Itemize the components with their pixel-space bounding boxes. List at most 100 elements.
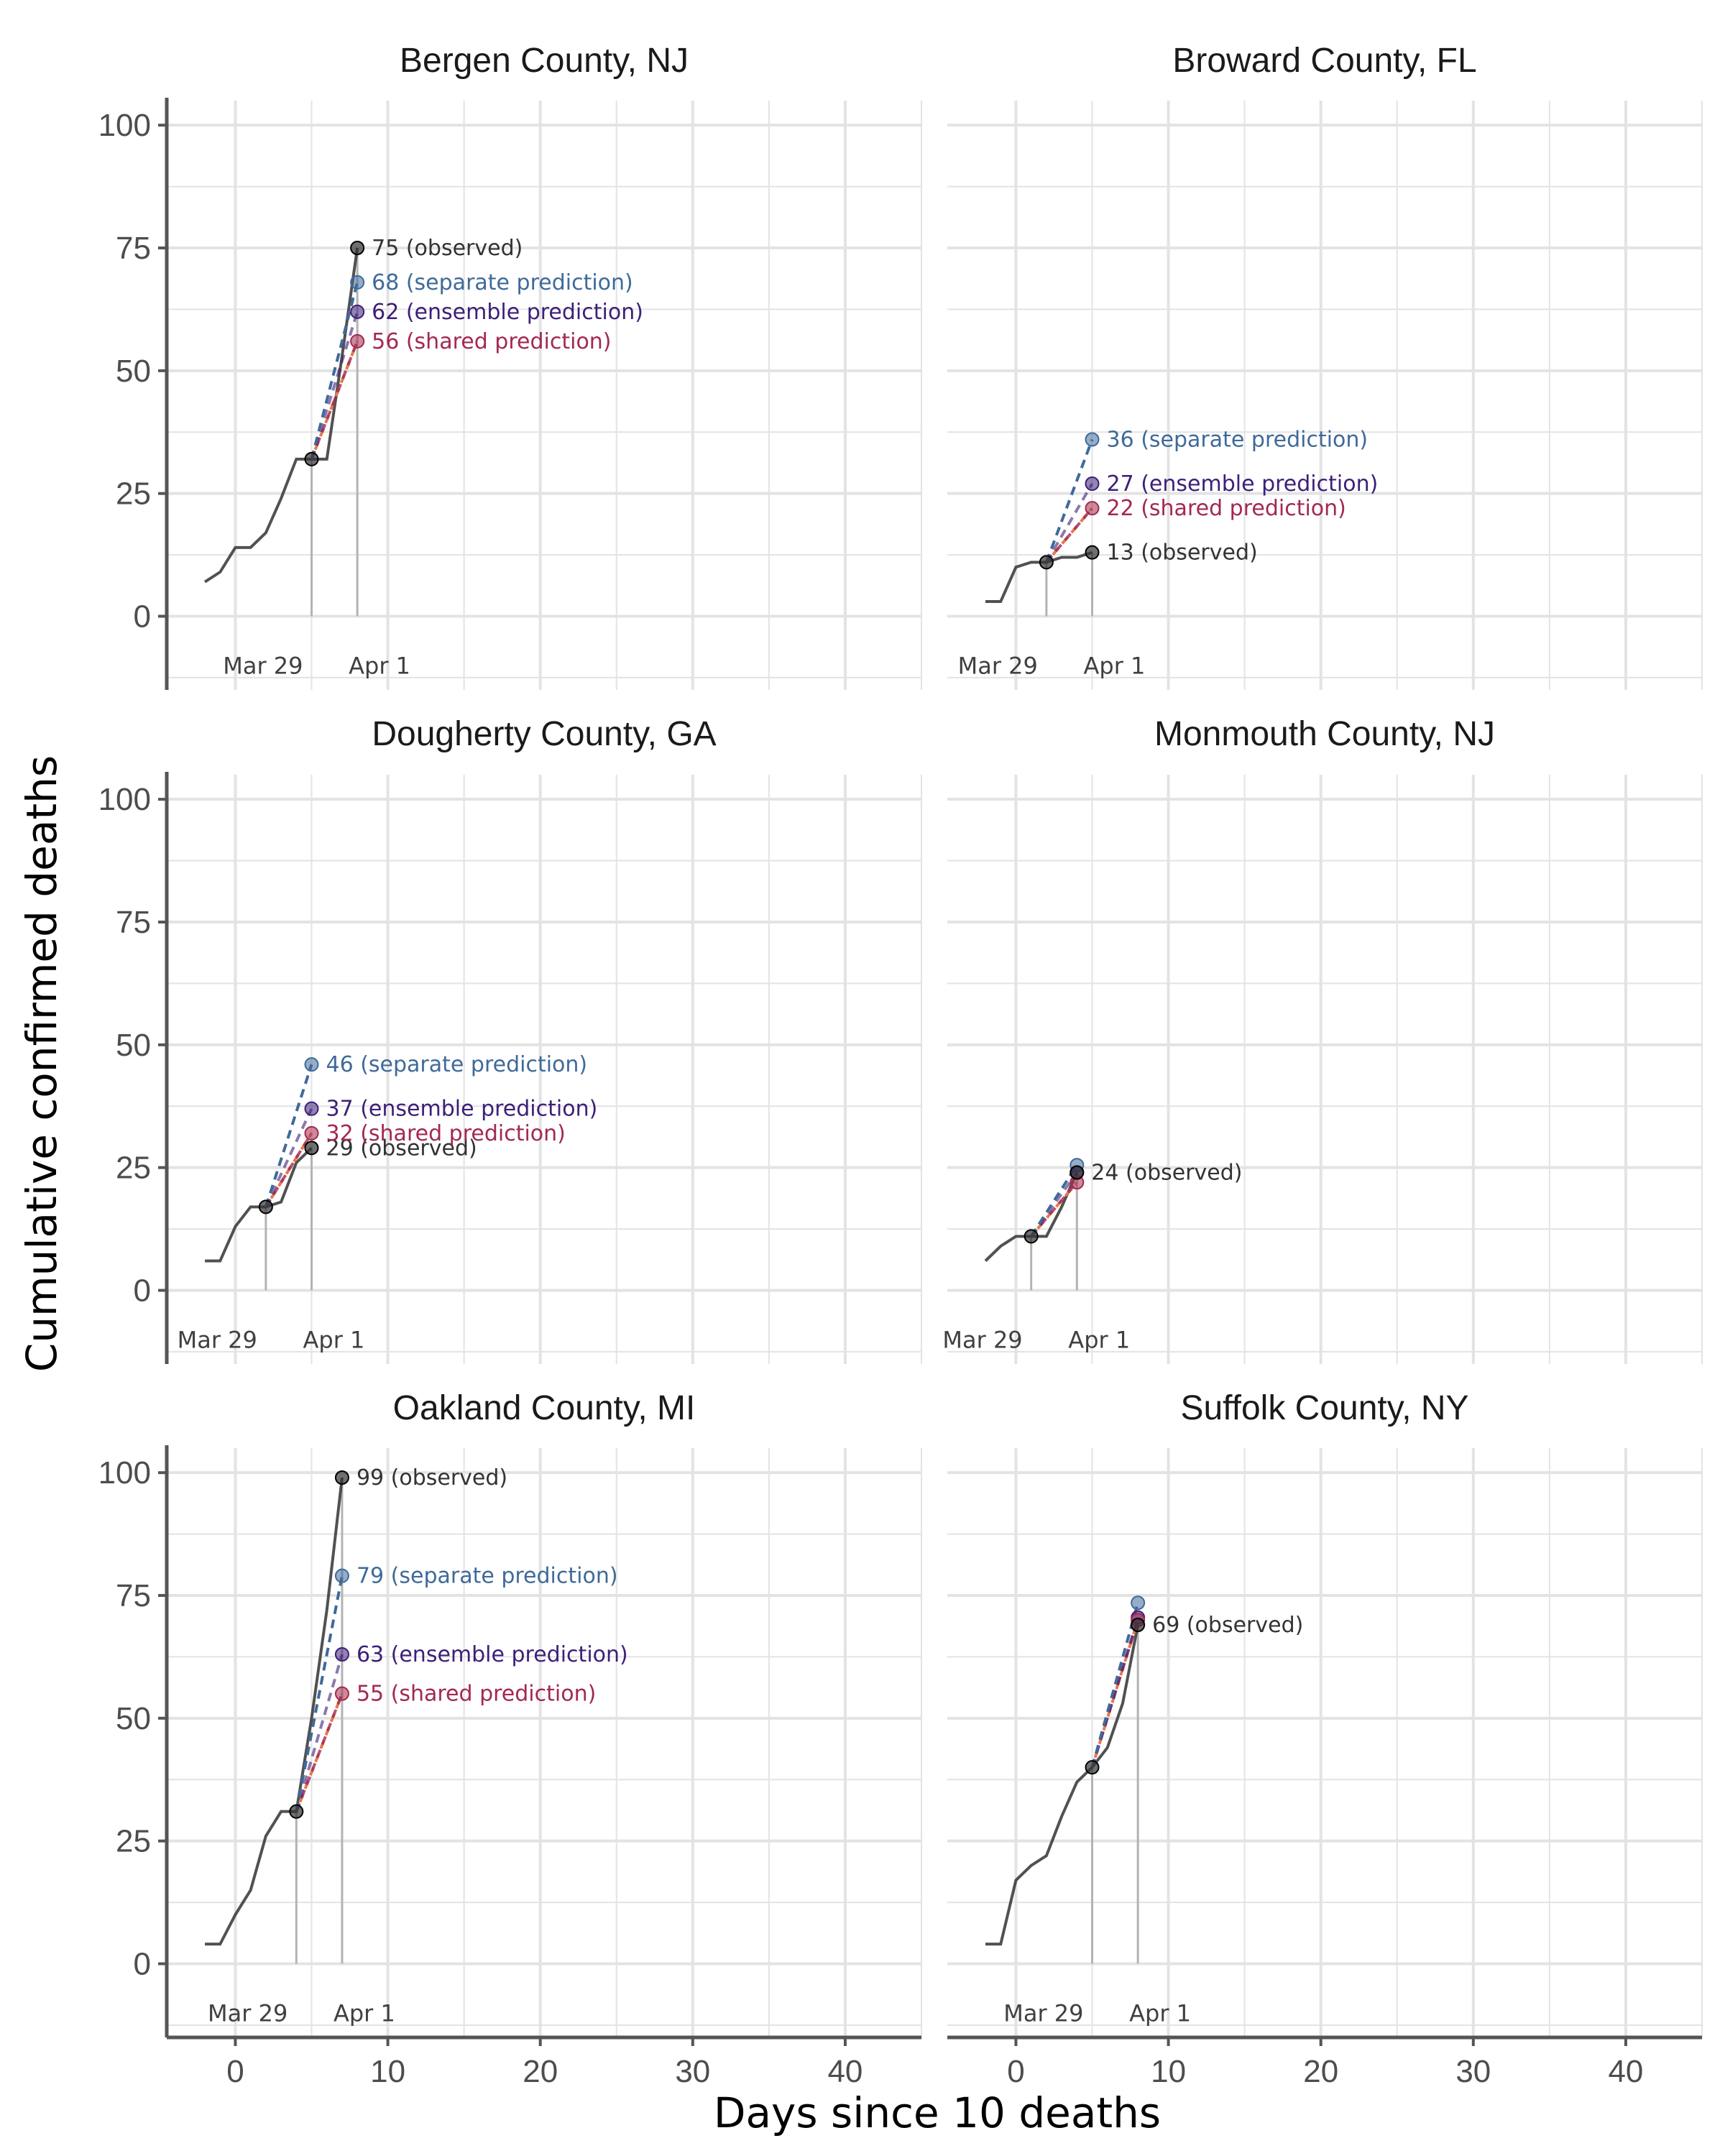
y-tick-label: 25: [116, 476, 151, 512]
separate-point: [334, 1568, 349, 1583]
start-point: [258, 1199, 273, 1215]
observed-line: [203, 247, 359, 584]
separate-prediction-line: [295, 1575, 344, 1812]
ensemble-point: [304, 1101, 319, 1116]
observed-point: [1131, 1618, 1146, 1632]
start-date-label: Mar 29: [208, 2000, 288, 2027]
x-axis-title: Days since 10 deaths: [714, 2088, 1161, 2137]
panel-4: 0 25 50 75 100 0 10 20 30 40 Oakland County, MI 99 …: [98, 1389, 922, 2089]
ensemble-prediction-line: [1045, 482, 1094, 563]
shared-point: [350, 333, 365, 349]
shared-prediction-line: [1090, 1619, 1140, 1768]
observed-point: [334, 1470, 349, 1485]
end-date-label: Apr 1: [1068, 1327, 1130, 1354]
ensemble-label: 63 (ensemble prediction): [356, 1642, 628, 1667]
x-tick-label: 10: [370, 2054, 405, 2089]
observed-point: [1085, 545, 1100, 560]
shared-label: 32 (shared prediction): [326, 1121, 566, 1146]
start-point: [1039, 555, 1054, 570]
y-tick-label: 75: [116, 231, 151, 266]
facet-title: Suffolk County, NY: [1180, 1389, 1468, 1427]
y-tick-label: 75: [116, 905, 151, 940]
ensemble-prediction-line: [1030, 1171, 1078, 1238]
start-point: [1085, 1760, 1100, 1775]
end-date-label: Apr 1: [334, 2000, 395, 2027]
observed-point: [304, 1141, 319, 1156]
observed-label: 69 (observed): [1152, 1613, 1303, 1638]
start-date-label: Mar 29: [1003, 2000, 1083, 2027]
shared-point: [304, 1125, 319, 1141]
y-tick-label: 50: [116, 1028, 151, 1063]
observed-line: [985, 550, 1093, 603]
shared-label: 22 (shared prediction): [1107, 496, 1346, 521]
observed-point: [1070, 1165, 1085, 1180]
ensemble-point: [334, 1647, 349, 1662]
panel-5: 0 10 20 30 40 Suffolk County, NY 69 (observed)…: [947, 1389, 1703, 2089]
x-tick-label: 40: [1608, 2054, 1643, 2089]
start-date-label: Mar 29: [942, 1327, 1022, 1354]
panel-3: Monmouth County, NJ 24 (observed) Mar 29 Ap…: [942, 715, 1703, 1364]
observed-label: 13 (observed): [1107, 540, 1258, 566]
separate-prediction-line: [264, 1064, 313, 1207]
shared-label: 56 (shared prediction): [372, 329, 611, 354]
x-tick-label: 30: [1455, 2054, 1491, 2089]
observed-line: [985, 1624, 1140, 1946]
panel-2: 0 25 50 75 100 Dougherty County, GA 29 (observ…: [98, 715, 922, 1364]
x-tick-label: 20: [1303, 2054, 1338, 2089]
y-axis-title: Cumulative confirmed deaths: [17, 755, 66, 1372]
ensemble-point: [350, 304, 365, 319]
end-date-label: Apr 1: [349, 653, 410, 680]
separate-label: 36 (separate prediction): [1107, 428, 1368, 453]
panel-1: Broward County, FL 13 (observed) 36 (separ…: [947, 42, 1703, 690]
y-tick-label: 100: [98, 1455, 151, 1491]
x-tick-label: 10: [1151, 2054, 1186, 2089]
ensemble-label: 62 (ensemble prediction): [372, 300, 643, 325]
separate-point: [1131, 1595, 1146, 1611]
y-tick-label: 25: [116, 1151, 151, 1186]
start-point: [304, 451, 319, 466]
facet-title: Bergen County, NJ: [400, 42, 689, 80]
observed-label: 29 (observed): [326, 1135, 477, 1161]
y-tick-label: 25: [116, 1824, 151, 1859]
y-tick-label: 0: [134, 599, 151, 635]
ensemble-label: 27 (ensemble prediction): [1107, 471, 1379, 497]
observed-label: 75 (observed): [372, 236, 523, 261]
x-tick-label: 40: [827, 2054, 862, 2089]
end-date-label: Apr 1: [303, 1327, 365, 1354]
shared-point: [1085, 501, 1100, 516]
y-tick-label: 0: [134, 1273, 151, 1309]
shared-prediction-line: [1030, 1181, 1078, 1238]
x-tick-label: 20: [523, 2054, 558, 2089]
observed-point: [350, 241, 365, 255]
facet-title: Dougherty County, GA: [372, 715, 716, 753]
facet-title: Oakland County, MI: [393, 1389, 696, 1427]
ensemble-label: 37 (ensemble prediction): [326, 1097, 598, 1122]
separate-point: [350, 275, 365, 290]
y-tick-label: 100: [98, 782, 151, 817]
shared-point: [334, 1686, 349, 1701]
ensemble-prediction-line: [264, 1107, 313, 1208]
shared-prediction-line: [1045, 507, 1094, 563]
shared-prediction-line: [264, 1132, 313, 1208]
separate-point: [304, 1057, 319, 1072]
x-tick-label: 30: [675, 2054, 710, 2089]
x-tick-label: 0: [226, 2054, 244, 2089]
shared-label: 55 (shared prediction): [356, 1682, 596, 1707]
end-date-label: Apr 1: [1084, 653, 1146, 680]
facet-title: Broward County, FL: [1172, 42, 1476, 80]
end-date-label: Apr 1: [1129, 2000, 1191, 2027]
shared-prediction-line: [295, 1692, 344, 1812]
ensemble-prediction-line: [310, 311, 359, 460]
separate-prediction-line: [1045, 438, 1094, 563]
ensemble-point: [1085, 476, 1100, 491]
y-tick-label: 100: [98, 108, 151, 143]
start-point: [289, 1804, 304, 1819]
facet-title: Monmouth County, NJ: [1154, 715, 1495, 753]
start-point: [1024, 1229, 1039, 1244]
ensemble-prediction-line: [295, 1654, 344, 1812]
observed-line: [205, 1477, 344, 1946]
panel-0: 0 25 50 75 100 Bergen County, NJ 75 (observed)…: [98, 42, 922, 690]
y-tick-label: 50: [116, 1701, 151, 1736]
y-tick-label: 50: [116, 354, 151, 389]
